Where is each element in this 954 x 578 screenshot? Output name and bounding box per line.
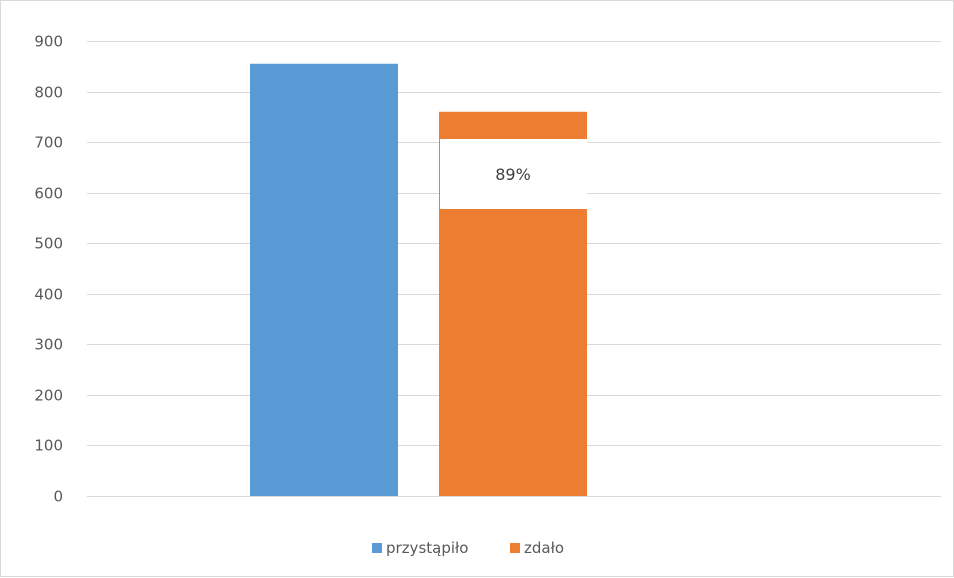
y-tick-label: 500 bbox=[34, 235, 63, 253]
y-axis-tick-labels: 0 100 200 300 400 500 600 700 800 900 bbox=[34, 33, 63, 506]
y-tick-label: 0 bbox=[53, 488, 63, 506]
y-tick-label: 200 bbox=[34, 387, 63, 405]
y-tick-label: 100 bbox=[34, 437, 63, 455]
y-tick-label: 800 bbox=[34, 84, 63, 102]
data-labels: 89% bbox=[440, 139, 587, 209]
bar-przystapilo bbox=[250, 63, 398, 496]
data-label-percent: 89% bbox=[495, 165, 531, 184]
legend-swatch bbox=[510, 543, 520, 553]
y-tick-label: 700 bbox=[34, 134, 63, 152]
legend-label: zdało bbox=[524, 539, 564, 557]
legend-swatch bbox=[372, 543, 382, 553]
y-tick-label: 400 bbox=[34, 286, 63, 304]
y-tick-label: 900 bbox=[34, 33, 63, 51]
y-tick-label: 300 bbox=[34, 336, 63, 354]
bars bbox=[250, 63, 587, 497]
y-tick-label: 600 bbox=[34, 185, 63, 203]
legend: przystąpiło zdało bbox=[372, 539, 564, 557]
data-label-box bbox=[440, 139, 587, 209]
legend-label: przystąpiło bbox=[386, 539, 468, 557]
